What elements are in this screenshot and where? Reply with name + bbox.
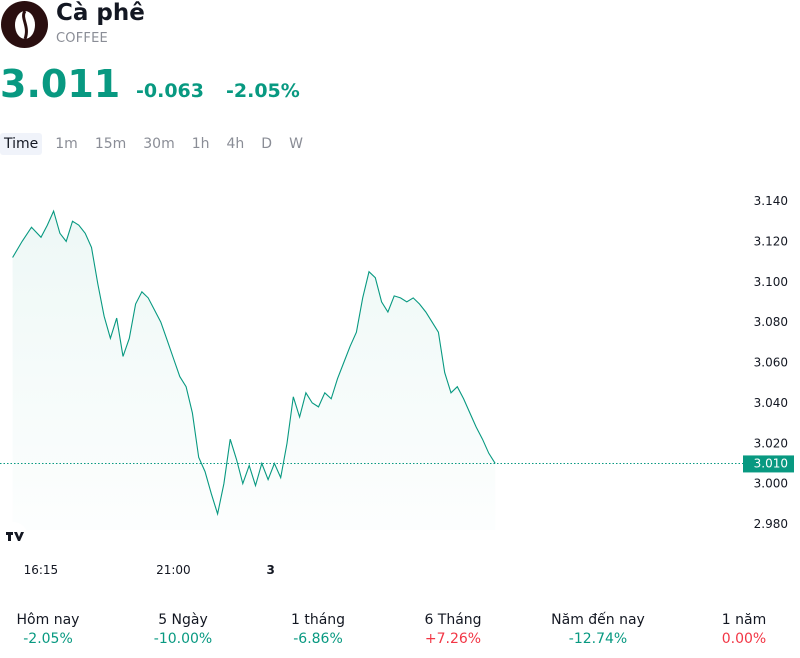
y-tick-label: 3.020 [754,436,788,450]
tab-d[interactable]: D [261,136,273,152]
x-tick-label: 3 [266,563,274,577]
performance-item[interactable]: Hôm nay -2.05% [0,610,103,648]
performance-value: -2.05% [23,631,73,647]
tab-4h[interactable]: 4h [226,136,245,152]
x-tick-label: 21:00 [156,563,191,577]
performance-item[interactable]: Năm đến nay -12.74% [543,610,653,648]
y-tick-label: 3.060 [754,356,788,370]
performance-label: 6 Tháng [424,612,482,628]
symbol-name: Cà phê [56,0,145,26]
tradingview-logo-icon [0,522,28,552]
performance-item[interactable]: 5 Ngày -10.00% [128,610,238,648]
tab-w[interactable]: W [289,136,303,152]
performance-label: Năm đến nay [551,612,645,628]
performance-value: -12.74% [568,631,628,647]
tab-1h[interactable]: 1h [191,136,210,152]
y-tick-label: 3.120 [754,234,788,248]
y-tick-label: 3.140 [754,194,788,208]
interval-tabs: Time 1m 15m 30m 1h 4h D W [0,132,316,156]
tradingview-logo-mark [6,532,24,541]
coffee-bean-icon [1,1,48,48]
performance-value: +7.26% [424,631,482,647]
performance-item[interactable]: 6 Tháng +7.26% [398,610,508,648]
performance-label: Hôm nay [16,612,80,628]
tab-time[interactable]: Time [0,133,43,155]
performance-item[interactable]: 1 năm 0.00% [689,610,799,648]
y-tick-label: 3.080 [754,315,788,329]
y-tick-label: 3.000 [754,477,788,491]
x-tick-label: 16:15 [24,563,59,577]
performance-label: 1 năm [721,612,767,628]
performance-bar: Hôm nay -2.05% 5 Ngày -10.00% 1 tháng -6.86% 6… [0,610,800,650]
performance-item[interactable]: 1 tháng -6.86% [263,610,373,648]
last-price-label-bg [743,455,794,473]
price-change: -0.063 [136,80,204,102]
last-price: 3.011 [0,62,121,106]
price-chart[interactable]: 3.140 3.120 3.100 3.080 3.060 3.040 3.020 3.000… [0,160,800,590]
last-price-label: 3.010 [754,456,788,470]
performance-value: 0.00% [721,631,767,647]
y-tick-label: 3.100 [754,275,788,289]
price-series-line [12,209,496,517]
price-area-fill [12,211,496,530]
tab-15m[interactable]: 15m [94,136,127,152]
performance-value: -10.00% [153,631,213,647]
symbol-ticker: COFFEE [56,31,108,46]
y-tick-label: 2.980 [754,517,788,531]
y-tick-label: 3.040 [754,396,788,410]
performance-label: 1 tháng [290,612,346,628]
tab-1m[interactable]: 1m [55,136,78,152]
tab-30m[interactable]: 30m [143,136,175,152]
performance-label: 5 Ngày [158,612,208,628]
performance-value: -6.86% [293,631,343,647]
symbol-header: Cà phê COFFEE [0,0,800,50]
price-change-percent: -2.05% [226,80,300,102]
